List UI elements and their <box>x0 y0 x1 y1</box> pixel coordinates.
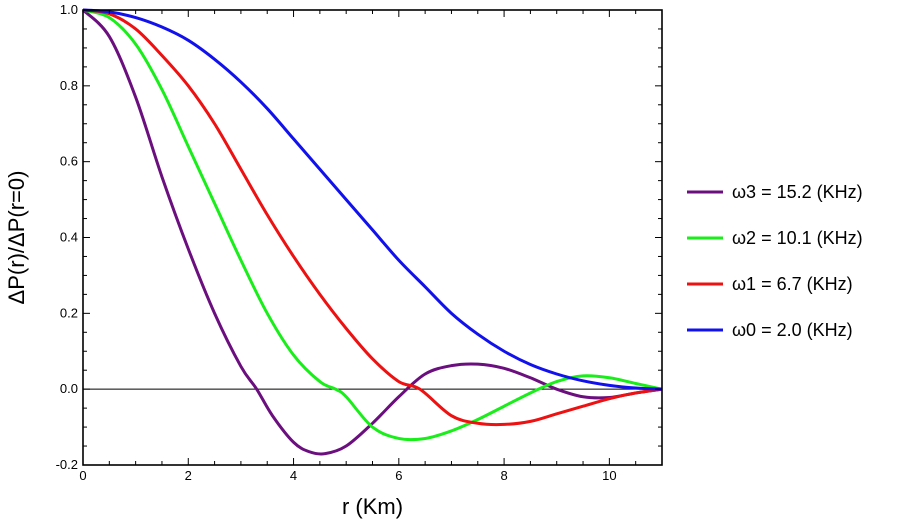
plot-frame <box>82 9 663 466</box>
y-tick-label: -0.2 <box>56 457 78 472</box>
series-line-3 <box>82 8 663 391</box>
ticks-layer: 0 2 4 6 8 10 -0.2 0.0 0.2 0.4 0.6 0.8 1.0 <box>56 2 663 483</box>
legend: ω3 = 15.2 (KHz) ω2 = 10.1 (KHz) ω1 = 6.7 (… <box>687 182 863 340</box>
legend-label-1: ω2 = 10.1 (KHz) <box>732 228 863 248</box>
series-line-0 <box>81 8 663 456</box>
x-tick-label: 2 <box>185 468 192 483</box>
y-tick-label: 0.0 <box>60 381 78 396</box>
y-tick-label: 0.6 <box>60 154 78 169</box>
legend-label-0: ω3 = 15.2 (KHz) <box>732 182 863 202</box>
x-axis-title: r (Km) <box>342 494 403 519</box>
y-tick-label: 0.2 <box>60 305 78 320</box>
series-line-2 <box>82 8 663 427</box>
series-line-1 <box>82 8 663 442</box>
x-tick-label: 6 <box>395 468 402 483</box>
legend-label-2: ω1 = 6.7 (KHz) <box>732 274 853 294</box>
y-tick-label: 1.0 <box>60 2 78 17</box>
y-tick-label: 0.4 <box>60 230 78 245</box>
y-axis-title: ΔP(r)/ΔP(r=0) <box>4 171 29 305</box>
x-tick-label: 4 <box>290 468 297 483</box>
series-layer <box>81 8 663 456</box>
x-tick-label: 8 <box>500 468 507 483</box>
y-tick-label: 0.8 <box>60 78 78 93</box>
x-tick-label: 0 <box>79 468 86 483</box>
legend-label-3: ω0 = 2.0 (KHz) <box>732 320 853 340</box>
x-tick-label: 10 <box>602 468 616 483</box>
